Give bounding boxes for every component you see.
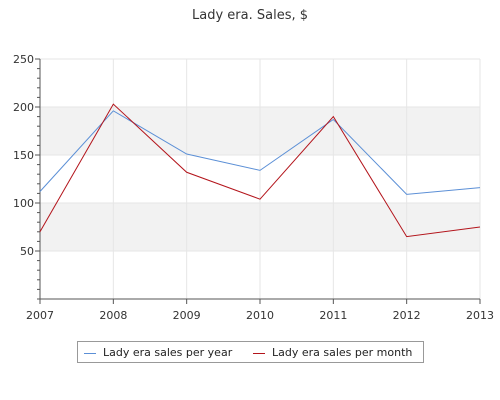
y-tick-label: 200 xyxy=(13,101,34,114)
chart-title: Lady era. Sales, $ xyxy=(192,8,308,23)
series-line-2 xyxy=(39,103,481,238)
series-line-1 xyxy=(39,110,481,195)
x-tick-label: 2007 xyxy=(26,309,54,322)
x-tick-label: 2013 xyxy=(466,309,494,322)
legend-swatch-series-1 xyxy=(84,352,96,354)
legend: Lady era sales per year Lady era sales p… xyxy=(77,341,424,363)
y-tick-label: 250 xyxy=(13,53,34,66)
x-axis-ticks: 2007 2008 2009 2010 2011 2012 2013 xyxy=(26,299,494,322)
x-tick-label: 2012 xyxy=(393,309,421,322)
vertical-gridlines xyxy=(112,59,481,299)
legend-label-series-1: Lady era sales per year xyxy=(103,346,233,359)
legend-item-series-2: Lady era sales per month xyxy=(253,346,412,360)
y-tick-label: 50 xyxy=(20,245,34,258)
series-lines xyxy=(39,103,481,238)
x-tick-label: 2010 xyxy=(246,309,274,322)
legend-label-series-2: Lady era sales per month xyxy=(272,346,413,359)
x-tick-label: 2011 xyxy=(319,309,347,322)
y-axis-ticks: 50 100 150 200 250 xyxy=(13,53,40,300)
legend-swatch-series-2 xyxy=(253,352,265,354)
y-tick-label: 100 xyxy=(13,197,34,210)
y-tick-label: 150 xyxy=(13,149,34,162)
x-tick-label: 2009 xyxy=(173,309,201,322)
legend-item-series-1: Lady era sales per year xyxy=(84,346,232,360)
x-tick-label: 2008 xyxy=(99,309,127,322)
